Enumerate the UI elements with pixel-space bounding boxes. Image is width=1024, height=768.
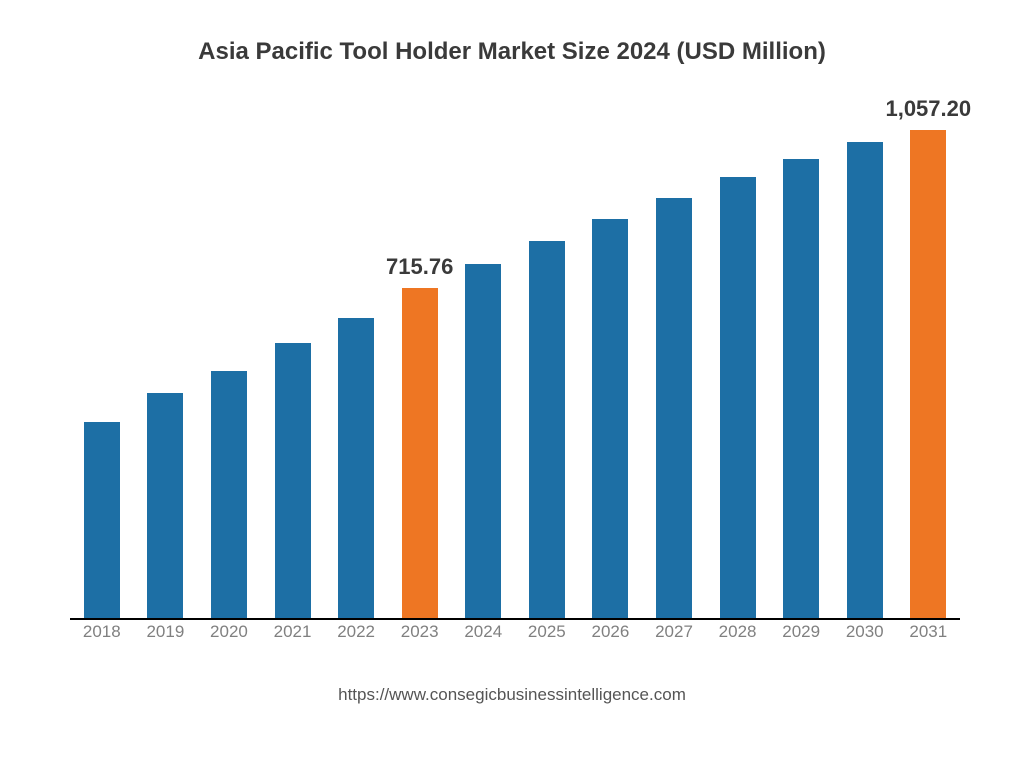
x-axis-baseline: [70, 618, 960, 620]
bar-slot: [515, 110, 579, 620]
x-tick-label: 2019: [134, 622, 198, 642]
bar: 715.76: [402, 288, 438, 620]
x-tick-label: 2020: [197, 622, 261, 642]
bar: [592, 219, 628, 620]
bar-slot: [134, 110, 198, 620]
x-axis: 2018201920202021202220232024202520262027…: [70, 622, 960, 642]
bar-slot: [706, 110, 770, 620]
bar-slot: [769, 110, 833, 620]
x-tick-label: 2025: [515, 622, 579, 642]
x-tick-label: 2022: [324, 622, 388, 642]
bar: [84, 422, 120, 620]
bar-slot: [642, 110, 706, 620]
x-tick-label: 2028: [706, 622, 770, 642]
chart-title: Asia Pacific Tool Holder Market Size 202…: [0, 38, 1024, 66]
bar: [338, 318, 374, 620]
x-tick-label: 2023: [388, 622, 452, 642]
bar-value-label: 715.76: [386, 254, 453, 280]
bar: 1,057.20: [910, 130, 946, 620]
bar-slot: [261, 110, 325, 620]
bar-slot: [579, 110, 643, 620]
source-url: https://www.consegicbusinessintelligence…: [0, 685, 1024, 705]
bar: [656, 198, 692, 620]
x-tick-label: 2030: [833, 622, 897, 642]
bar-slot: [324, 110, 388, 620]
x-tick-label: 2021: [261, 622, 325, 642]
bar-slot: 1,057.20: [897, 110, 961, 620]
bar: [275, 343, 311, 620]
bar: [847, 142, 883, 620]
bar: [720, 177, 756, 620]
bar-slot: 715.76: [388, 110, 452, 620]
bar-slot: [70, 110, 134, 620]
x-tick-label: 2031: [897, 622, 961, 642]
bar-slot: [451, 110, 515, 620]
bar: [783, 159, 819, 620]
x-tick-label: 2024: [451, 622, 515, 642]
bar: [465, 264, 501, 620]
plot-area: 715.76 1,057.20: [70, 110, 960, 620]
bar: [529, 241, 565, 620]
bar-group: 715.76 1,057.20: [70, 110, 960, 620]
x-tick-label: 2029: [769, 622, 833, 642]
bar-slot: [197, 110, 261, 620]
bar: [147, 393, 183, 620]
x-tick-label: 2027: [642, 622, 706, 642]
bar-slot: [833, 110, 897, 620]
bar-value-label: 1,057.20: [885, 96, 971, 122]
bar: [211, 371, 247, 620]
x-tick-label: 2018: [70, 622, 134, 642]
x-tick-label: 2026: [579, 622, 643, 642]
